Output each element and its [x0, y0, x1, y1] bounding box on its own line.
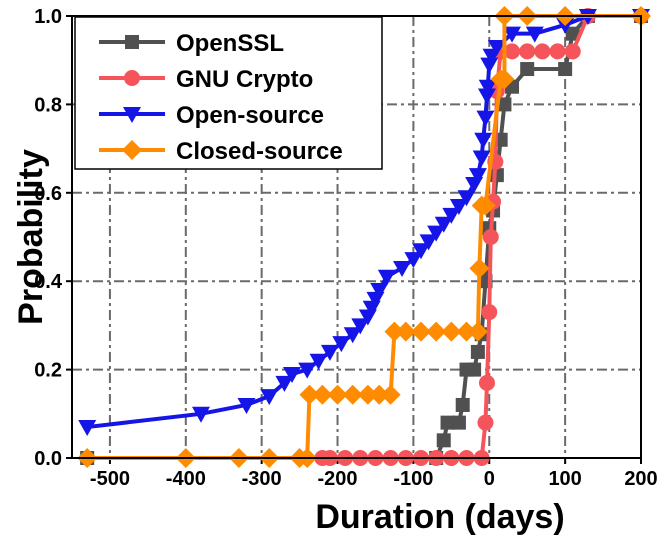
- marker: [237, 397, 256, 414]
- marker: [312, 384, 333, 405]
- x-tick-label: -500: [90, 468, 130, 490]
- marker: [497, 97, 512, 112]
- marker: [393, 260, 412, 277]
- y-tick-label: 0.4: [34, 271, 63, 293]
- marker: [558, 62, 573, 77]
- marker: [191, 406, 210, 423]
- marker: [467, 321, 488, 342]
- marker: [564, 43, 581, 60]
- y-tick-label: 0.8: [34, 94, 62, 116]
- marker: [440, 415, 455, 430]
- marker: [309, 353, 328, 370]
- marker: [377, 269, 396, 286]
- marker: [299, 384, 320, 405]
- marker: [260, 389, 279, 406]
- marker: [380, 384, 401, 405]
- legend: OpenSSL GNU Crypto Open-source Closed-sourc…: [74, 16, 383, 170]
- marker: [124, 70, 140, 86]
- marker: [475, 195, 496, 216]
- x-tick-label: -200: [318, 468, 358, 490]
- marker: [427, 225, 446, 242]
- marker: [469, 258, 490, 279]
- marker: [298, 362, 317, 379]
- y-tick-label: 0.6: [34, 183, 62, 205]
- legend-label: OpenSSL: [176, 30, 284, 57]
- marker: [478, 374, 495, 391]
- marker: [478, 79, 497, 96]
- marker: [477, 88, 496, 105]
- marker: [395, 321, 416, 342]
- marker: [327, 384, 348, 405]
- marker: [470, 344, 485, 359]
- x-tick-label: 200: [624, 468, 657, 490]
- marker: [369, 384, 390, 405]
- plot-frame: [71, 15, 642, 459]
- marker: [565, 26, 580, 41]
- y-axis-label: Probability: [12, 149, 50, 325]
- marker: [487, 39, 506, 56]
- marker: [534, 43, 551, 60]
- marker: [78, 420, 97, 437]
- marker: [384, 321, 405, 342]
- marker: [525, 26, 544, 43]
- x-tick-label: 0: [484, 468, 495, 490]
- marker: [503, 26, 522, 43]
- marker: [480, 57, 499, 74]
- marker: [320, 344, 339, 361]
- marker: [404, 252, 423, 269]
- marker: [494, 69, 515, 90]
- x-tick-label: -400: [166, 468, 206, 490]
- marker: [442, 207, 461, 224]
- marker: [520, 62, 535, 77]
- marker: [332, 336, 351, 353]
- marker: [449, 199, 468, 216]
- marker: [411, 243, 430, 260]
- marker: [434, 216, 453, 233]
- marker: [122, 140, 142, 160]
- marker: [441, 321, 462, 342]
- marker: [467, 362, 482, 377]
- marker: [123, 107, 141, 123]
- legend-label: GNU Crypto: [176, 66, 313, 93]
- marker: [342, 384, 363, 405]
- legend-label: Open-source: [176, 102, 324, 129]
- marker: [370, 283, 389, 300]
- marker: [436, 433, 451, 448]
- marker: [482, 229, 499, 245]
- x-tick-label: 100: [548, 468, 581, 490]
- marker: [472, 150, 491, 167]
- marker: [426, 321, 447, 342]
- x-tick-label: -300: [242, 468, 282, 490]
- marker: [468, 168, 487, 185]
- legend-label: Closed-source: [176, 138, 343, 165]
- marker: [419, 234, 438, 251]
- marker: [481, 304, 498, 321]
- y-tick-label: 1.0: [34, 6, 62, 28]
- marker: [351, 318, 370, 335]
- marker: [455, 397, 470, 412]
- marker: [476, 110, 495, 127]
- y-tick-label: 0.0: [34, 448, 62, 470]
- marker: [519, 43, 536, 60]
- marker: [549, 43, 566, 60]
- marker: [357, 384, 378, 405]
- marker: [457, 190, 476, 207]
- marker: [283, 367, 302, 384]
- marker: [504, 43, 521, 60]
- y-tick-label: 0.2: [34, 360, 62, 382]
- marker: [474, 132, 493, 149]
- marker: [451, 415, 466, 430]
- x-axis-label: Duration (days): [315, 498, 564, 536]
- x-tick-label: -100: [393, 468, 433, 490]
- marker: [477, 414, 494, 431]
- marker: [410, 321, 431, 342]
- marker: [275, 375, 294, 392]
- marker: [343, 327, 362, 344]
- marker: [125, 35, 139, 49]
- marker: [456, 321, 477, 342]
